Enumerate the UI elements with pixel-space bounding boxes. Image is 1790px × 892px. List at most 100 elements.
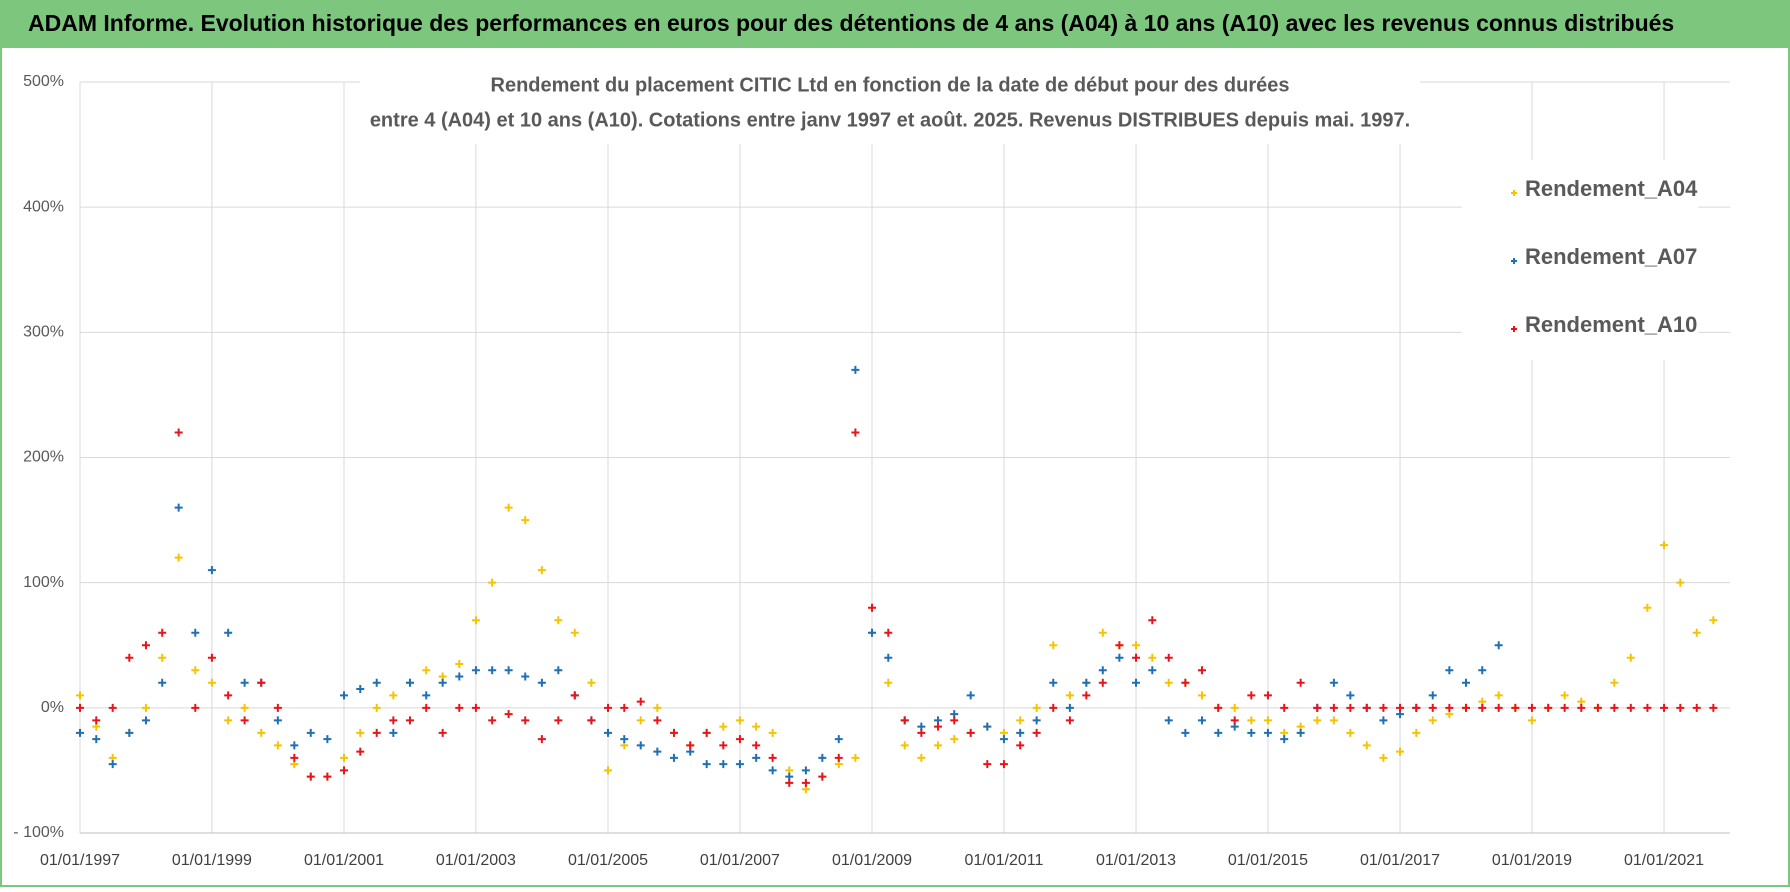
data-point <box>174 503 183 512</box>
data-point <box>851 365 860 374</box>
x-tick-label: 01/01/2019 <box>1492 852 1572 869</box>
data-point <box>1132 641 1141 650</box>
data-point <box>1560 703 1569 712</box>
data-point <box>1362 703 1371 712</box>
data-point <box>340 766 349 775</box>
data-point <box>801 778 810 787</box>
data-point <box>768 728 777 737</box>
x-tick-label: 01/01/2009 <box>832 852 912 869</box>
data-point <box>604 703 613 712</box>
data-point <box>966 728 975 737</box>
data-point <box>1643 603 1652 612</box>
data-point <box>455 703 464 712</box>
data-point <box>1461 703 1470 712</box>
data-point <box>900 741 909 750</box>
data-point <box>455 672 464 681</box>
data-point <box>174 553 183 562</box>
legend-marker <box>1511 190 1517 196</box>
data-point <box>1692 703 1701 712</box>
data-point <box>158 678 167 687</box>
data-point <box>1098 678 1107 687</box>
data-point <box>620 703 629 712</box>
y-tick-label: 500% <box>23 73 64 90</box>
data-point <box>488 666 497 675</box>
data-point <box>191 666 200 675</box>
data-point <box>554 666 563 675</box>
data-point <box>1461 678 1470 687</box>
x-tick-label: 01/01/2013 <box>1096 852 1176 869</box>
data-point <box>752 722 761 731</box>
data-point <box>306 772 315 781</box>
x-tick-label: 01/01/2007 <box>700 852 780 869</box>
data-point <box>1032 728 1041 737</box>
data-point <box>768 753 777 762</box>
data-point <box>273 741 282 750</box>
data-point <box>801 766 810 775</box>
data-point <box>207 678 216 687</box>
data-point <box>1280 735 1289 744</box>
data-point <box>1098 628 1107 637</box>
data-point <box>933 722 942 731</box>
data-point <box>306 728 315 737</box>
data-point <box>983 760 992 769</box>
data-point <box>1478 703 1487 712</box>
data-point <box>76 728 84 737</box>
data-point <box>636 697 645 706</box>
data-point <box>1346 703 1355 712</box>
data-point <box>1544 703 1553 712</box>
data-point <box>587 678 596 687</box>
data-point <box>1065 691 1074 700</box>
data-point <box>1181 678 1190 687</box>
data-point <box>356 685 365 694</box>
legend-label: Rendement_A10 <box>1525 312 1697 337</box>
x-tick-label: 01/01/2005 <box>568 852 648 869</box>
subtitle-bg <box>360 74 1420 144</box>
y-tick-label: - 100% <box>13 824 64 841</box>
data-point <box>372 678 381 687</box>
data-point <box>1494 691 1503 700</box>
x-tick-label: 01/01/2015 <box>1228 852 1308 869</box>
data-point <box>1329 678 1338 687</box>
data-point <box>1214 728 1223 737</box>
data-point <box>389 691 398 700</box>
data-point <box>1346 728 1355 737</box>
data-point <box>1313 703 1322 712</box>
data-point <box>521 716 530 725</box>
data-point <box>521 516 530 525</box>
data-point <box>900 716 909 725</box>
data-point <box>1230 703 1239 712</box>
data-point <box>191 703 200 712</box>
data-point <box>1478 666 1487 675</box>
legend: Rendement_A04 Rendement_A07 Rendement_A10 <box>1511 176 1698 337</box>
data-point <box>488 716 497 725</box>
data-point <box>587 716 596 725</box>
data-point <box>125 653 134 662</box>
data-point <box>521 672 530 681</box>
data-point <box>570 628 579 637</box>
data-point <box>537 566 546 575</box>
x-tick-label: 01/01/1999 <box>172 852 252 869</box>
data-point <box>834 735 843 744</box>
data-point <box>884 653 893 662</box>
data-point <box>735 735 744 744</box>
data-point <box>818 753 827 762</box>
data-point <box>1230 716 1239 725</box>
data-point <box>290 741 299 750</box>
data-point <box>389 716 398 725</box>
data-point <box>1676 703 1685 712</box>
data-point <box>702 728 711 737</box>
data-point <box>1692 628 1701 637</box>
data-point <box>1428 703 1437 712</box>
data-point <box>1527 703 1536 712</box>
data-point <box>1296 678 1305 687</box>
data-point <box>950 716 959 725</box>
data-point <box>1593 703 1602 712</box>
header-title: ADAM Informe. Evolution historique des p… <box>28 10 1674 36</box>
data-point <box>719 741 728 750</box>
data-point <box>1396 703 1405 712</box>
data-point <box>504 666 513 675</box>
data-point <box>455 660 464 669</box>
data-point <box>405 678 414 687</box>
data-point <box>191 628 200 637</box>
